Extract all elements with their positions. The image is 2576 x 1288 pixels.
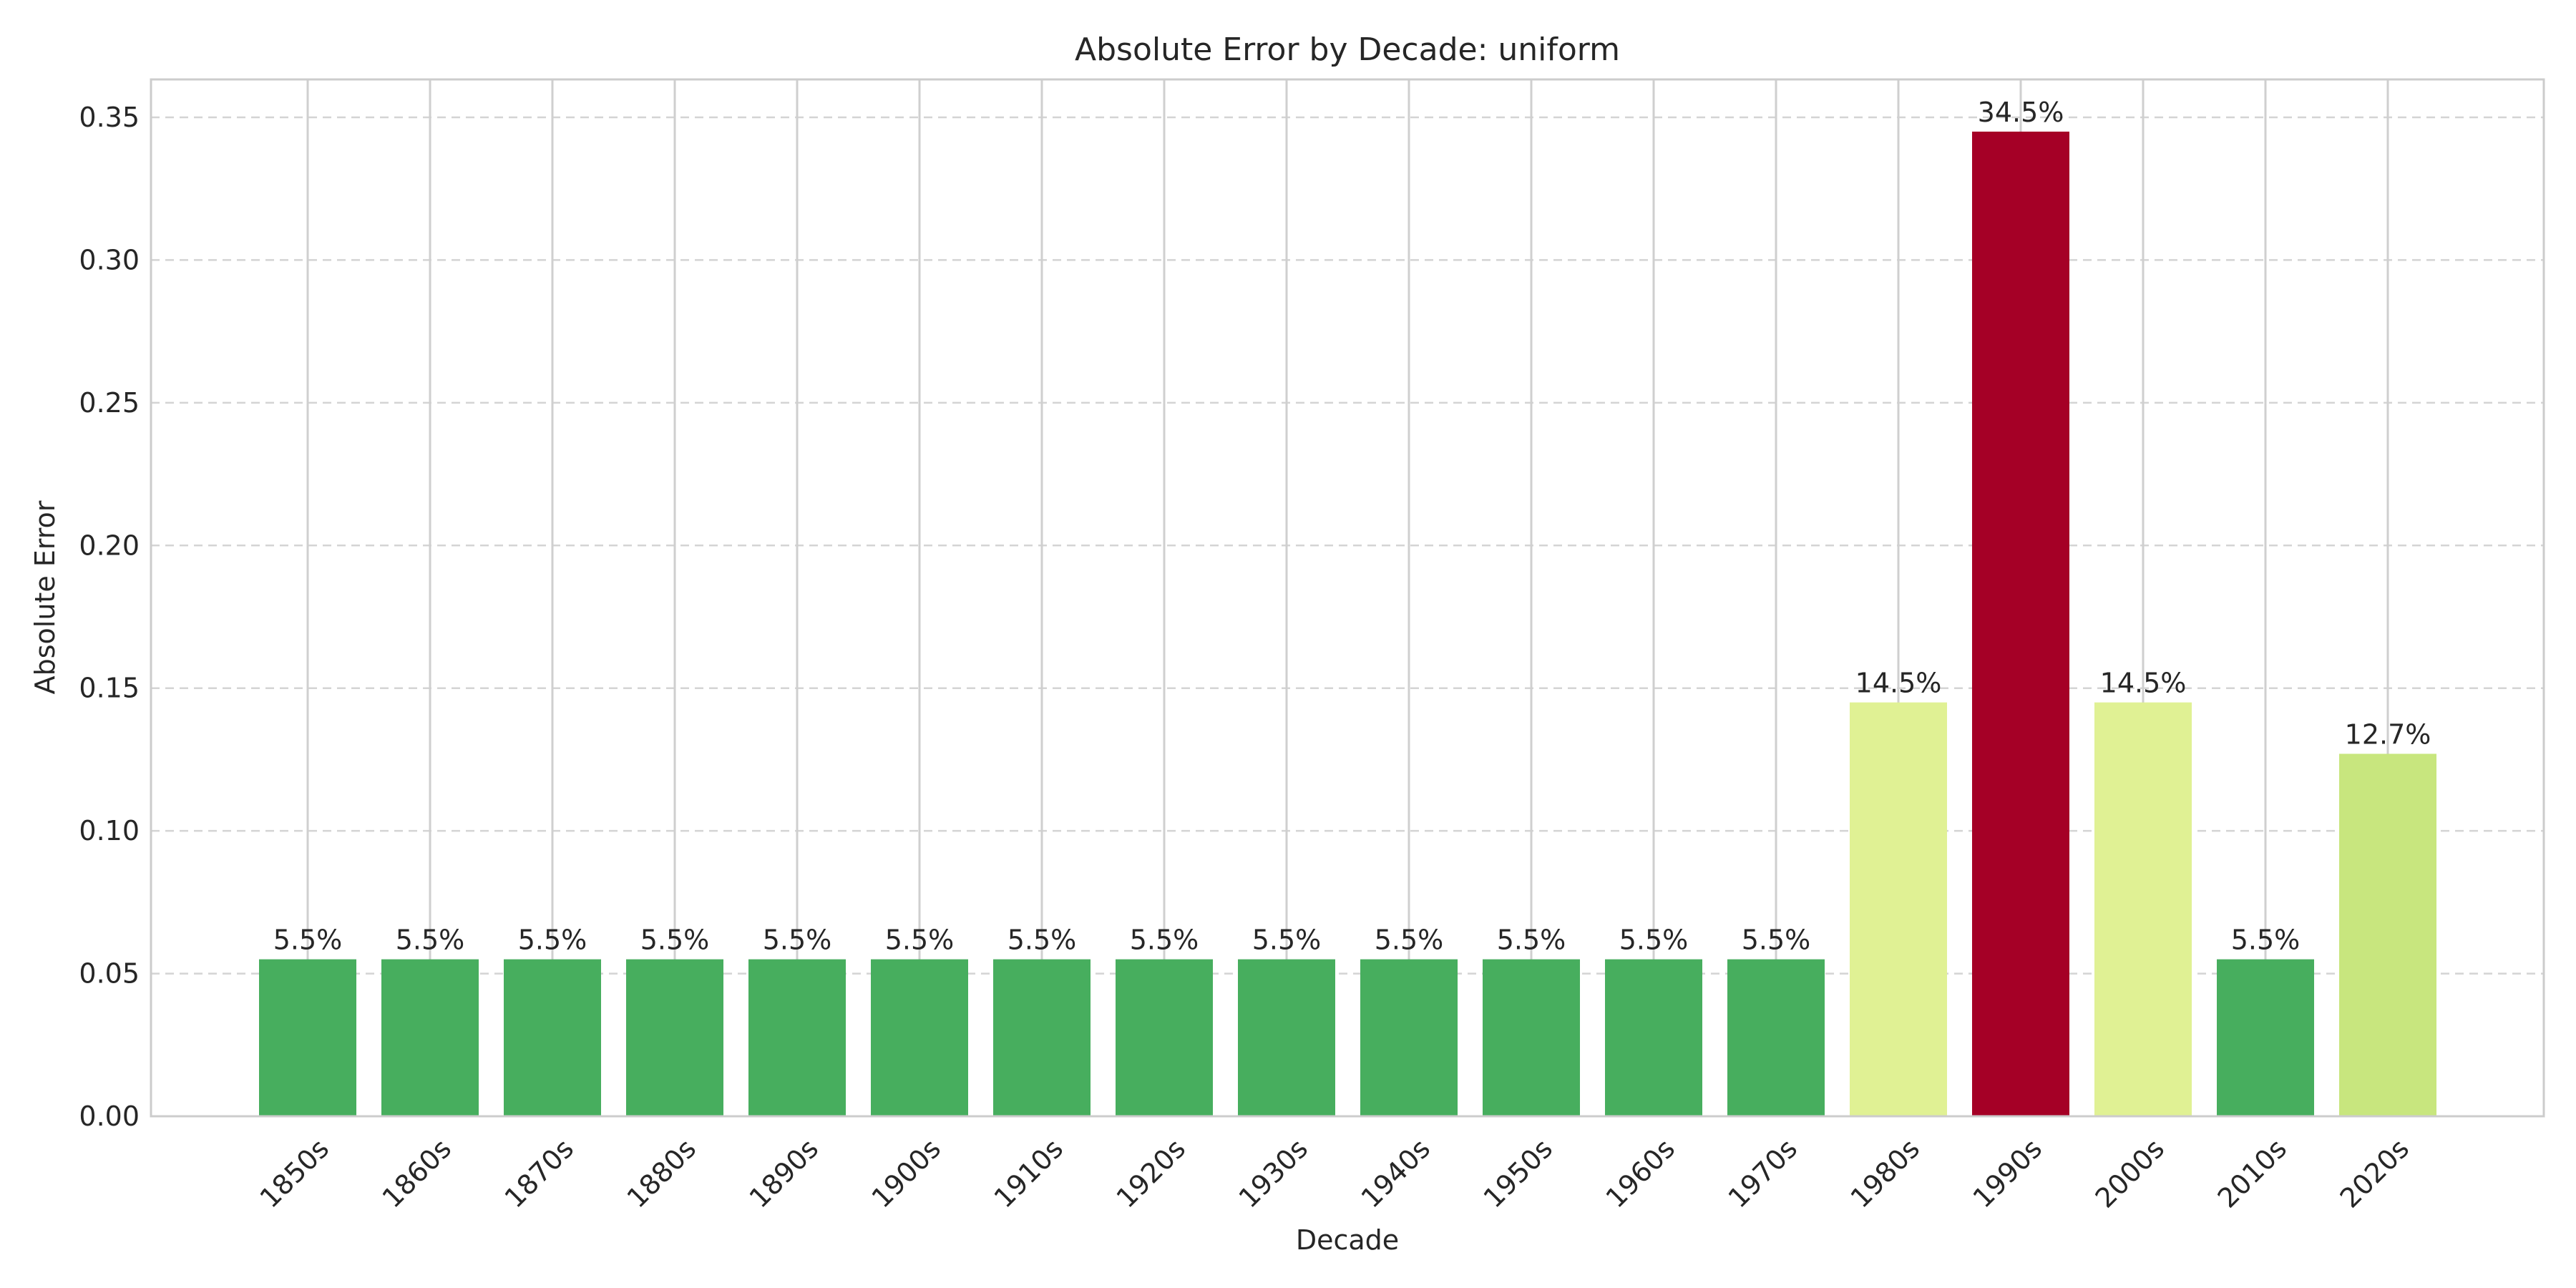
data-label: 5.5%: [640, 924, 710, 956]
x-tick-label: 1960s: [1600, 1133, 1682, 1214]
bar: [993, 959, 1091, 1116]
data-label: 14.5%: [2100, 668, 2187, 699]
x-tick-label: 1950s: [1478, 1133, 1559, 1214]
data-label: 5.5%: [1252, 924, 1322, 956]
data-label: 5.5%: [1375, 924, 1444, 956]
plot-frame: [150, 78, 2545, 1118]
y-tick-label: 0.20: [79, 530, 140, 561]
x-tick-label: 2010s: [2212, 1133, 2293, 1214]
x-tick-label: 1890s: [743, 1133, 825, 1214]
x-tick-label: 1910s: [988, 1133, 1070, 1214]
x-tick-label: 1900s: [866, 1133, 947, 1214]
data-label: 5.5%: [2231, 924, 2301, 956]
label-layer: 5.5% 5.5% 5.5% 5.5% 5.5% 5.5% 5.5% 5.5% 5.5% 5.5%…: [273, 97, 2431, 956]
data-label: 12.7%: [2345, 718, 2431, 750]
data-label: 5.5%: [1619, 924, 1689, 956]
bar: [1727, 959, 1825, 1116]
x-tick-label: 1990s: [1967, 1133, 2049, 1214]
y-axis-label: Absolute Error: [29, 500, 61, 694]
data-label: 5.5%: [1497, 924, 1566, 956]
chart-title: Absolute Error by Decade: uniform: [1075, 31, 1620, 68]
x-tick-label: 2020s: [2334, 1133, 2416, 1214]
bar: [1360, 959, 1458, 1116]
data-label: 5.5%: [518, 924, 587, 956]
bar: [504, 959, 601, 1116]
y-tick-label: 0.30: [79, 244, 140, 275]
bar: [626, 959, 723, 1116]
bar-layer: [259, 131, 2436, 1116]
y-tick-label: 0.00: [79, 1101, 140, 1132]
data-label: 5.5%: [396, 924, 465, 956]
y-tick-label: 0.15: [79, 673, 140, 704]
bar: [2339, 753, 2436, 1116]
y-tick-label: 0.25: [79, 387, 140, 419]
bar: [1972, 131, 2069, 1116]
x-axis-label: Decade: [1296, 1224, 1399, 1256]
x-tick-label: 1930s: [1233, 1133, 1314, 1214]
data-label: 14.5%: [1855, 668, 1942, 699]
data-label: 5.5%: [763, 924, 832, 956]
bar: [259, 959, 356, 1116]
bar: [1483, 959, 1580, 1116]
bar: [2217, 959, 2314, 1116]
y-tick-label: 0.10: [79, 815, 140, 847]
y-tick-label: 0.05: [79, 958, 140, 990]
y-tick-label: 0.35: [79, 102, 140, 133]
bar: [871, 959, 968, 1116]
x-tick-label: 1880s: [621, 1133, 703, 1214]
data-label: 5.5%: [1130, 924, 1199, 956]
data-label: 5.5%: [885, 924, 955, 956]
x-tick-label: 1970s: [1722, 1133, 1804, 1214]
bar: [748, 959, 846, 1116]
x-tick-label: 2000s: [2089, 1133, 2171, 1214]
data-label: 34.5%: [1978, 97, 2064, 128]
x-tick-label: 1940s: [1355, 1133, 1437, 1214]
x-tick-label: 1860s: [376, 1133, 458, 1214]
x-tick-label: 1850s: [254, 1133, 336, 1214]
bar: [381, 959, 479, 1116]
data-label: 5.5%: [1742, 924, 1811, 956]
bar: [2094, 702, 2192, 1116]
data-label: 5.5%: [273, 924, 343, 956]
x-tick-label: 1980s: [1845, 1133, 1926, 1214]
x-tick-label: 1870s: [499, 1133, 580, 1214]
bar: [1116, 959, 1213, 1116]
x-tick-label: 1920s: [1111, 1133, 1192, 1214]
bar: [1850, 702, 1947, 1116]
bar: [1605, 959, 1702, 1116]
data-label: 5.5%: [1008, 924, 1077, 956]
bar: [1238, 959, 1335, 1116]
